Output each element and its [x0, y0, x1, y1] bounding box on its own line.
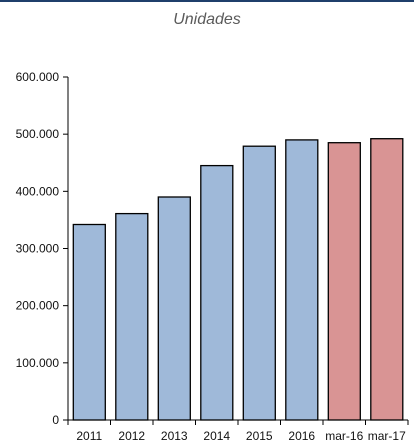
chart-title: Unidades [173, 11, 241, 28]
bar-2014 [200, 164, 234, 421]
y-tick-label: 100.000 [16, 356, 60, 370]
bar-2013 [157, 196, 191, 421]
bar-mar-16 [327, 142, 361, 421]
x-tick-label: 2011 [76, 429, 102, 443]
x-tick-label: 2016 [288, 429, 315, 443]
x-tick-label: 2014 [203, 429, 230, 443]
labels-group: 0 100.000 200.000 300.000 400.000 500.000 600.… [16, 70, 406, 443]
y-tick-label: 0 [52, 413, 59, 427]
bars-group [72, 138, 404, 421]
bar-2015 [242, 145, 276, 421]
bar-2012 [115, 212, 149, 421]
x-tick-label: 2012 [118, 429, 145, 443]
y-tick-label: 600.000 [16, 70, 60, 84]
bar-2016 [285, 139, 319, 421]
x-tick-label: 2013 [161, 429, 188, 443]
axes-group [63, 76, 409, 425]
bar-mar-17 [370, 138, 404, 421]
bar-2011 [72, 223, 106, 421]
x-tick-label: 2015 [246, 429, 273, 443]
y-tick-label: 200.000 [16, 299, 60, 313]
y-tick-label: 500.000 [16, 127, 60, 141]
x-tick-label: mar-17 [368, 429, 406, 443]
y-tick-label: 300.000 [16, 242, 60, 256]
x-tick-label: mar-16 [325, 429, 363, 443]
top-rule [0, 0, 414, 2]
y-tick-label: 400.000 [16, 184, 60, 198]
